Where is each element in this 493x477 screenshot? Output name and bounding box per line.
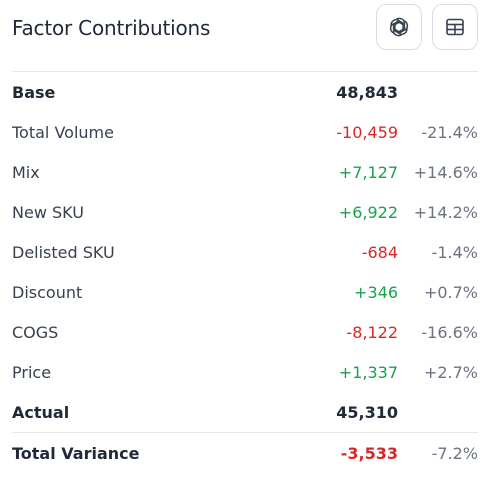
panel-title: Factor Contributions [12,16,211,40]
total-variance-row: Total Variance -3,533 -7.2% [12,434,478,474]
factor-row-delisted-sku: Delisted SKU -684 -1.4% [12,233,478,273]
factor-row-discount: Discount +346 +0.7% [12,273,478,313]
header-divider [12,71,478,72]
row-value: +6,922 [338,203,398,222]
row-value: -684 [361,243,398,262]
factor-row-cogs: COGS -8,122 -16.6% [12,313,478,353]
factor-row-mix: Mix +7,127 +14.6% [12,153,478,193]
factor-row-total-volume: Total Volume -10,459 -21.4% [12,113,478,153]
row-percent: +2.7% [423,363,478,382]
factor-row-new-sku: New SKU +6,922 +14.2% [12,193,478,233]
openai-logo-icon [387,15,411,39]
row-percent: +14.6% [413,163,478,182]
row-percent: -21.4% [421,123,478,142]
row-percent: +0.7% [423,283,478,302]
total-label: Total Variance [12,444,140,463]
total-divider [12,432,478,433]
table-icon [444,16,466,38]
row-label: Price [12,363,52,382]
row-label: New SKU [12,203,84,222]
row-label: Actual [12,403,70,422]
row-value: -8,122 [346,323,398,342]
row-value: +7,127 [338,163,398,182]
ai-assistant-button[interactable] [376,4,422,50]
factor-row-price: Price +1,337 +2.7% [12,353,478,393]
row-value: 45,310 [336,403,398,422]
row-value: 48,843 [336,83,398,102]
total-value: -3,533 [340,444,398,463]
row-label: Mix [12,163,40,182]
panel-header: Factor Contributions [12,4,480,52]
row-percent: +14.2% [413,203,478,222]
factor-row-actual: Actual 45,310 [12,393,478,433]
row-label: Delisted SKU [12,243,115,262]
row-percent: -16.6% [421,323,478,342]
row-percent: -1.4% [431,243,478,262]
row-value: +1,337 [338,363,398,382]
factor-row-base: Base 48,843 [12,73,478,113]
row-label: Discount [12,283,83,302]
total-percent: -7.2% [431,444,478,463]
row-value: -10,459 [336,123,398,142]
table-view-button[interactable] [432,4,478,50]
row-value: +346 [354,283,398,302]
row-label: Total Volume [12,123,114,142]
row-label: Base [12,83,56,102]
row-label: COGS [12,323,59,342]
